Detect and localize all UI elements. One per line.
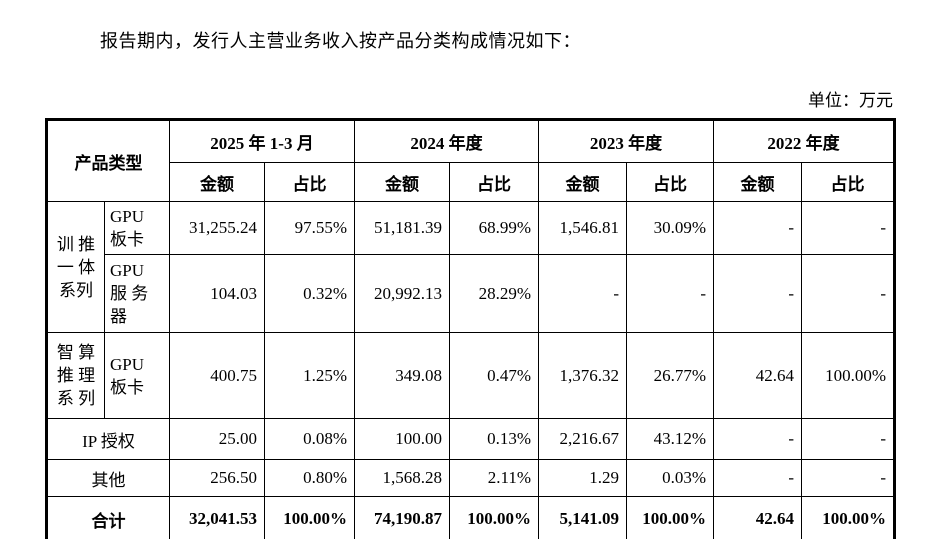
value-cell: - (801, 459, 896, 497)
value-cell: 5,141.09 (538, 496, 628, 539)
value-cell: 31,255.24 (169, 201, 265, 255)
header-ratio-2023: 占比 (626, 162, 715, 202)
table-row-gpu-server: GPU 服 务 器 104.03 0.32% 20,992.13 28.29% … (47, 254, 896, 333)
category-cell-training-series: 训 推 一 体 系列 (46, 201, 105, 333)
table-row-other: 其他 256.50 0.80% 1,568.28 2.11% 1.29 0.03… (46, 459, 896, 497)
revenue-by-product-table: 产品类型 2025 年 1-3 月 2024 年度 2023 年度 2022 年… (45, 118, 897, 539)
value-cell: 1,546.81 (538, 201, 628, 255)
header-period-2022: 2022 年度 (713, 119, 896, 163)
value-cell: - (713, 459, 803, 497)
product-cell: GPU 板卡 (104, 332, 170, 419)
value-cell: 97.55% (263, 201, 356, 255)
value-cell: 51,181.39 (354, 201, 451, 255)
value-cell: 32,041.53 (169, 496, 265, 539)
value-cell: 26.77% (626, 332, 715, 419)
value-cell: 43.12% (626, 418, 715, 460)
header-row-metrics: 金额 占比 金额 占比 金额 占比 金额 占比 (47, 162, 896, 202)
value-cell: 100.00 (354, 418, 451, 460)
value-cell: 256.50 (169, 459, 265, 497)
table-row-total: 合计 32,041.53 100.00% 74,190.87 100.00% 5… (46, 496, 896, 539)
value-cell: 0.08% (263, 418, 356, 460)
product-cell: GPU 服 务 器 (104, 254, 170, 333)
value-cell: 20,992.13 (354, 254, 451, 333)
header-period-2024: 2024 年度 (354, 119, 540, 163)
value-cell: 0.80% (263, 459, 356, 497)
category-cell-inference-series: 智 算 推 理 系 列 (46, 332, 105, 419)
table-row-gpu-board-inference: 智 算 推 理 系 列 GPU 板卡 400.75 1.25% 349.08 0… (46, 332, 896, 419)
header-ratio-2022: 占比 (801, 162, 896, 202)
table-row-ip-licensing: IP 授权 25.00 0.08% 100.00 0.13% 2,216.67 … (46, 418, 896, 460)
header-period-2023: 2023 年度 (538, 119, 715, 163)
value-cell: 100.00% (801, 496, 896, 539)
value-cell: 1,568.28 (354, 459, 451, 497)
header-amount-2025: 金额 (169, 162, 265, 202)
value-cell: 349.08 (354, 332, 451, 419)
value-cell: 1,376.32 (538, 332, 628, 419)
header-amount-2023: 金额 (538, 162, 628, 202)
row-label-cell: IP 授权 (46, 418, 170, 460)
unit-label: 单位：万元 (808, 91, 893, 110)
value-cell: 28.29% (449, 254, 540, 333)
value-cell: 100.00% (449, 496, 540, 539)
value-cell: 100.00% (801, 332, 896, 419)
value-cell: 100.00% (626, 496, 715, 539)
header-period-2025: 2025 年 1-3 月 (168, 119, 356, 163)
value-cell: 0.03% (626, 459, 715, 497)
header-ratio-2024: 占比 (449, 162, 540, 202)
value-cell: 2,216.67 (538, 418, 628, 460)
value-cell: 0.13% (449, 418, 540, 460)
value-cell: 104.03 (169, 254, 265, 333)
value-cell: - (801, 418, 896, 460)
value-cell: - (713, 418, 803, 460)
value-cell: 1.29 (538, 459, 628, 497)
header-product-type: 产品类型 (46, 119, 170, 202)
value-cell: - (801, 254, 896, 333)
value-cell: - (713, 254, 803, 333)
value-cell: 0.32% (263, 254, 356, 333)
header-row-periods: 产品类型 2025 年 1-3 月 2024 年度 2023 年度 2022 年… (46, 119, 896, 202)
product-cell: GPU 板卡 (104, 201, 170, 255)
row-label-cell-total: 合计 (46, 496, 170, 539)
value-cell: 68.99% (449, 201, 540, 255)
value-cell: 25.00 (169, 418, 265, 460)
value-cell: 42.64 (713, 496, 803, 539)
value-cell: - (801, 201, 896, 255)
value-cell: 74,190.87 (354, 496, 451, 539)
header-amount-2022: 金额 (713, 162, 803, 202)
row-label-cell: 其他 (46, 459, 170, 497)
value-cell: 2.11% (449, 459, 540, 497)
value-cell: 1.25% (263, 332, 356, 419)
value-cell: 0.47% (449, 332, 540, 419)
table-row-gpu-board-training: 训 推 一 体 系列 GPU 板卡 31,255.24 97.55% 51,18… (46, 201, 896, 333)
value-cell: - (713, 201, 803, 255)
intro-text: 报告期内，发行人主营业务收入按产品分类构成情况如下： (100, 31, 581, 51)
value-cell: 42.64 (713, 332, 803, 419)
value-cell: 400.75 (169, 332, 265, 419)
value-cell: 30.09% (626, 201, 715, 255)
value-cell: - (538, 254, 628, 333)
header-ratio-2025: 占比 (263, 162, 356, 202)
value-cell: - (626, 254, 715, 333)
header-amount-2024: 金额 (354, 162, 451, 202)
value-cell: 100.00% (263, 496, 356, 539)
